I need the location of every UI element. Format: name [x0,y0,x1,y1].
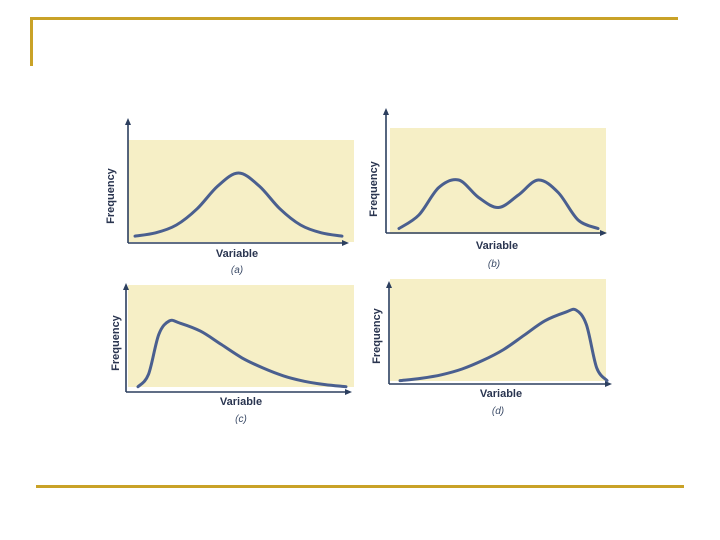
slide-top-rule [30,17,678,20]
panel-background-d [390,279,606,381]
y-axis-label-d: Frequency [371,307,383,364]
panel-background-c [128,285,354,387]
distribution-curve-c [136,318,348,389]
panel-background-b [390,128,606,234]
chart-panel-c: Frequency Variable (c) [110,283,354,425]
y-axis-arrow-d [386,281,392,288]
y-axis-arrow-b [383,108,389,115]
y-axis-label-c: Frequency [110,314,122,371]
chart-panel-d: Frequency Variable (d) [371,279,612,417]
panel-background-a [128,140,354,242]
slide-bottom-rule [36,485,684,488]
x-axis-arrow-c [345,389,352,395]
y-axis-arrow-a [125,118,131,125]
y-axis-arrow-c [123,283,129,290]
x-axis-label-d: Variable [480,388,522,400]
panel-label-d: (d) [492,406,504,417]
panel-label-c: (c) [235,414,247,425]
x-axis-arrow-b [600,230,607,236]
x-axis-arrow-d [605,381,612,387]
distribution-curve-b [397,178,600,230]
x-axis-label-a: Variable [216,248,258,260]
y-axis-label-b: Frequency [368,160,380,217]
x-axis-label-c: Variable [220,396,262,408]
x-axis-label-b: Variable [476,240,518,252]
chart-panel-b: Frequency Variable (b) [368,108,607,270]
distribution-curve-a [133,171,344,238]
panel-label-b: (b) [488,259,500,270]
x-axis-arrow-a [342,240,349,246]
y-axis-label-a: Frequency [105,167,117,224]
chart-panel-a: Frequency Variable (a) [105,118,354,276]
panel-label-a: (a) [231,265,243,276]
slide-left-rule [30,17,33,66]
distribution-curve-d [398,307,609,383]
